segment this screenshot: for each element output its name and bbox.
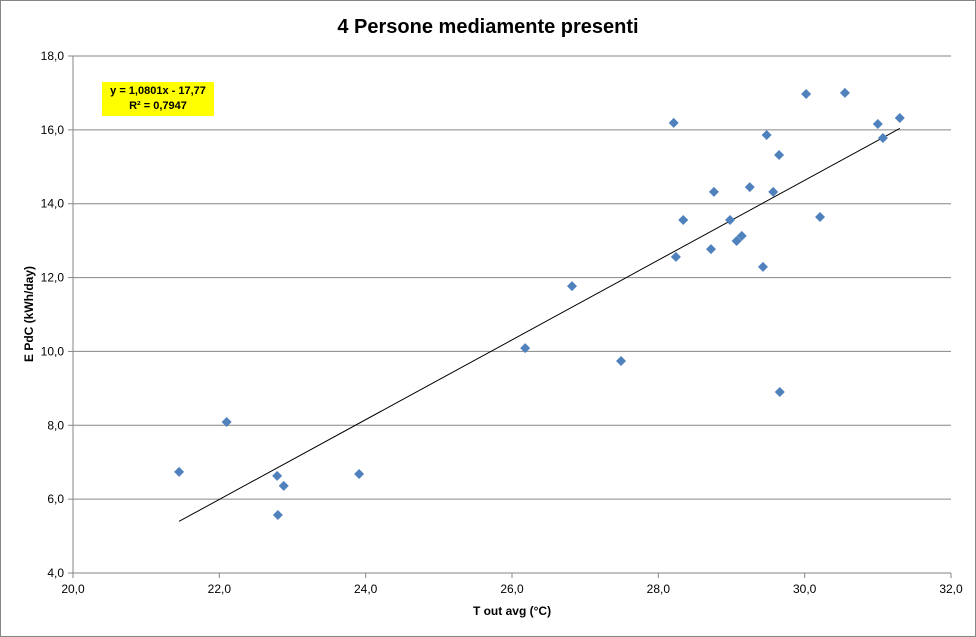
- data-point: [774, 387, 785, 398]
- trendline-r2: R² = 0,7947: [129, 100, 187, 112]
- data-point: [768, 186, 779, 197]
- x-tick-label: 28,0: [647, 582, 671, 596]
- data-point: [566, 281, 577, 292]
- data-point: [761, 130, 772, 141]
- y-tick-label: 8,0: [47, 418, 64, 432]
- data-point: [894, 113, 905, 124]
- data-point: [670, 251, 681, 262]
- y-tick-label: 16,0: [41, 123, 65, 137]
- data-point: [801, 89, 812, 100]
- y-axis-label: E PdC (kWh/day): [22, 266, 36, 362]
- x-tick-label: 26,0: [500, 582, 524, 596]
- y-tick-label: 18,0: [41, 49, 65, 63]
- data-point: [725, 214, 736, 225]
- y-tick-label: 10,0: [41, 344, 65, 358]
- trendline-equation-box: y = 1,0801x - 17,77 R² = 0,7947: [102, 82, 214, 116]
- data-point: [757, 261, 768, 272]
- y-tick-label: 12,0: [41, 271, 65, 285]
- x-axis-label: T out avg (°C): [473, 604, 551, 618]
- data-point: [731, 236, 742, 247]
- data-point: [272, 510, 283, 521]
- x-tick-label: 32,0: [939, 582, 963, 596]
- data-point: [272, 470, 283, 481]
- y-tick-label: 14,0: [41, 197, 65, 211]
- data-point: [354, 469, 365, 480]
- data-point: [708, 186, 719, 197]
- data-point: [174, 466, 185, 477]
- trendline-equation: y = 1,0801x - 17,77: [110, 85, 206, 97]
- data-point: [221, 416, 232, 427]
- data-point: [678, 214, 689, 225]
- trendline: [178, 128, 901, 522]
- x-tick-label: 20,0: [61, 582, 85, 596]
- data-point: [668, 117, 679, 128]
- data-point: [774, 149, 785, 160]
- data-point: [520, 343, 531, 354]
- x-tick-label: 30,0: [793, 582, 817, 596]
- data-point: [744, 182, 755, 193]
- x-tick-label: 24,0: [354, 582, 378, 596]
- x-tick-label: 22,0: [208, 582, 232, 596]
- chart-title: 4 Persone mediamente presenti: [337, 16, 638, 38]
- data-point: [872, 118, 883, 129]
- y-tick-label: 4,0: [47, 566, 64, 580]
- data-point: [815, 212, 826, 223]
- y-tick-label: 6,0: [47, 492, 64, 506]
- data-point: [616, 356, 627, 367]
- data-point: [839, 87, 850, 98]
- data-point: [278, 480, 289, 491]
- data-point: [877, 132, 888, 143]
- data-point: [736, 230, 747, 241]
- data-point: [706, 244, 717, 255]
